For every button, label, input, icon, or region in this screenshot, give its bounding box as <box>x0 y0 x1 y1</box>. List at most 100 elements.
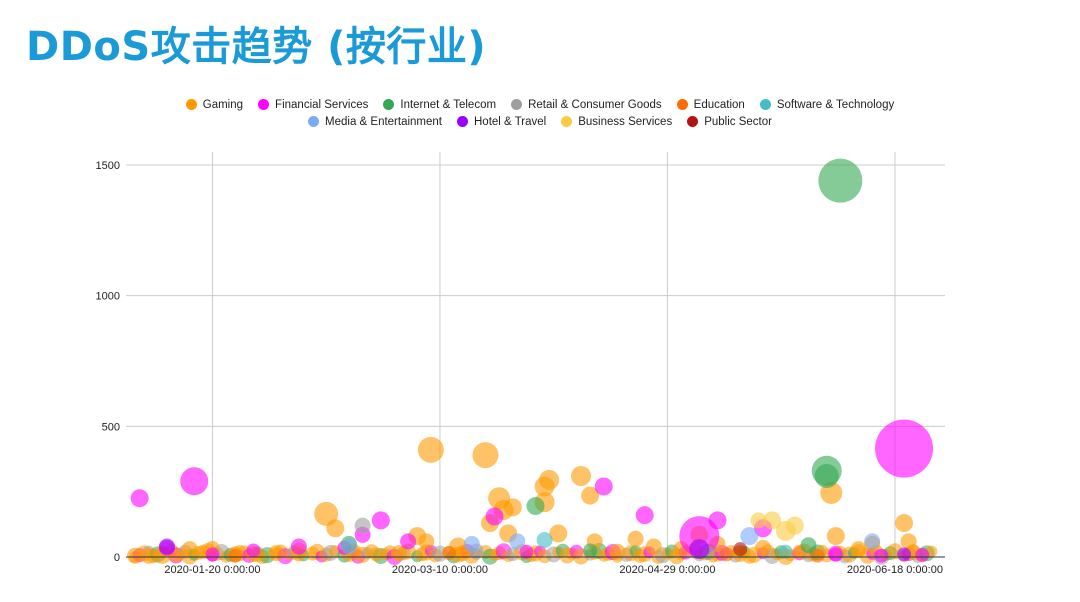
scatter-point <box>290 538 307 555</box>
scatter-point <box>417 436 444 463</box>
scatter-point <box>594 477 613 496</box>
scatter-point <box>583 543 598 558</box>
legend-label: Internet & Telecom <box>400 98 497 111</box>
y-tick-label: 0 <box>114 552 120 564</box>
scatter-point <box>571 465 591 486</box>
scatter-point <box>354 517 371 534</box>
scatter-point <box>875 419 934 478</box>
scatter-point <box>181 541 198 558</box>
scatter-point <box>679 516 720 557</box>
legend-label: Education <box>693 98 745 111</box>
scatter-point <box>645 538 662 555</box>
scatter-point <box>371 511 390 530</box>
y-tick-label: 1500 <box>96 160 120 172</box>
scatter-point <box>818 158 863 203</box>
legend-row: Gaming Financial Services Internet & Telec… <box>0 96 1080 113</box>
scatter-point <box>778 544 793 559</box>
x-tick-label: 2020-06-18 0:00:00 <box>847 564 943 576</box>
legend-item: Financial Services <box>258 99 368 111</box>
scatter-point <box>814 463 839 488</box>
scatter-point <box>740 527 759 546</box>
legend-label: Media & Entertainment <box>325 115 442 128</box>
legend-item: Public Sector <box>687 116 772 128</box>
scatter-point <box>895 514 914 533</box>
scatter-point <box>228 548 243 563</box>
scatter-point <box>503 498 522 517</box>
legend-item: Software & Technology <box>759 98 895 111</box>
legend-swatch <box>561 116 573 127</box>
legend-swatch <box>457 116 468 127</box>
y-tick-label: 500 <box>102 421 120 433</box>
scatter-point <box>472 442 499 469</box>
legend-swatch <box>185 99 197 110</box>
scatter-point <box>763 511 782 530</box>
legend-item: Retail & Consumer Goods <box>511 99 662 111</box>
legend-item: Gaming <box>185 98 244 111</box>
scatter-point <box>689 539 710 560</box>
legend-swatch <box>676 99 688 110</box>
scatter-point <box>400 533 417 550</box>
scatter-point <box>549 524 568 543</box>
scatter-point <box>810 548 825 563</box>
scatter-point <box>539 469 560 490</box>
scatter-point <box>719 547 734 562</box>
legend-item: Education <box>676 98 745 111</box>
scatter-point <box>340 538 357 555</box>
scatter-point <box>246 543 261 558</box>
legend-label: Business Services <box>578 115 673 128</box>
scatter-point <box>127 547 144 564</box>
scatter-point <box>826 527 845 546</box>
legend-item: Business Services <box>561 116 672 128</box>
scatter-point <box>158 538 175 555</box>
legend-swatch <box>511 99 523 110</box>
scatter-point <box>635 506 654 525</box>
scatter-point <box>268 545 285 562</box>
legend-swatch <box>258 99 270 110</box>
scatter-point <box>828 547 843 562</box>
scatter-point <box>581 486 600 505</box>
scatter-point <box>609 543 626 560</box>
scatter-point <box>897 547 912 562</box>
x-tick-label: 2020-03-10 0:00:00 <box>392 564 488 576</box>
scatter-point <box>874 548 889 563</box>
x-tick-label: 2020-04-29 0:00:00 <box>619 564 715 576</box>
legend-label: Financial Services <box>275 98 369 111</box>
legend-label: Retail & Consumer Goods <box>528 98 662 111</box>
scatter-point <box>750 512 767 529</box>
scatter-point <box>485 507 504 526</box>
scatter-point <box>509 533 526 550</box>
legend-row: Media & Entertainment Hotel & Travel Busin… <box>0 113 1080 130</box>
scatter-point <box>369 547 384 562</box>
scatter-point <box>205 547 220 562</box>
legend-label: Public Sector <box>704 115 772 128</box>
scatter-point <box>519 544 534 559</box>
scatter-point <box>755 539 771 556</box>
legend-swatch <box>759 99 771 110</box>
legend-item: Hotel & Travel <box>457 116 546 128</box>
scatter-point <box>864 533 881 550</box>
scatter-point <box>785 516 804 535</box>
scatter-point <box>463 535 480 552</box>
scatter-point <box>140 547 157 564</box>
scatter-point <box>326 519 345 538</box>
legend-item: Media & Entertainment <box>308 116 442 128</box>
scatter-point <box>733 542 748 557</box>
legend-swatch <box>687 116 699 127</box>
scatter-point <box>442 546 457 561</box>
scatter-point <box>627 530 644 547</box>
scatter-point <box>800 537 817 554</box>
scatter-point <box>536 532 553 549</box>
legend-item: Internet & Telecom <box>383 99 496 111</box>
scatter-point <box>526 497 545 516</box>
legend-swatch <box>383 99 395 110</box>
legend-swatch <box>308 116 320 127</box>
scatter-point <box>130 489 149 508</box>
legend-label: Hotel & Travel <box>474 115 547 128</box>
y-tick-label: 1000 <box>96 291 120 303</box>
legend-label: Gaming <box>202 98 244 111</box>
page-title: DDoS攻击趋势 (按行业) <box>26 24 487 70</box>
chart-legend: Gaming Financial Services Internet & Telec… <box>0 96 1080 130</box>
scatter-point <box>915 547 930 562</box>
legend-label: Software & Technology <box>776 98 895 111</box>
